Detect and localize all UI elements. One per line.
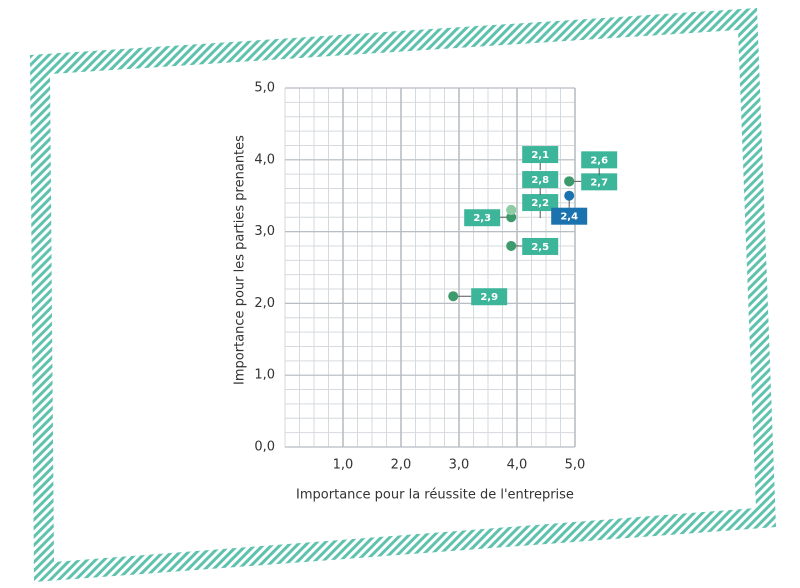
label-box bbox=[522, 146, 559, 164]
x-tick-label: 5,0 bbox=[565, 458, 586, 473]
point-label: 2,1 bbox=[531, 150, 549, 161]
y-tick-label: 0,0 bbox=[254, 440, 275, 455]
label-box bbox=[581, 173, 618, 191]
point bbox=[506, 240, 517, 251]
point-label: 2,7 bbox=[590, 177, 608, 188]
label-box bbox=[522, 237, 559, 255]
y-tick-label: 1,0 bbox=[254, 368, 275, 383]
y-tick-label: 4,0 bbox=[254, 152, 275, 167]
y-axis-title: Importance pour les parties prenantes bbox=[233, 135, 248, 385]
label-box bbox=[581, 151, 618, 169]
point-label: 2,2 bbox=[531, 198, 549, 209]
point bbox=[564, 176, 575, 187]
x-tick-label: 1,0 bbox=[333, 458, 354, 473]
y-tick-label: 2,0 bbox=[254, 296, 275, 311]
x-axis-title: Importance pour la réussite de l'entrepr… bbox=[296, 488, 574, 503]
label-box bbox=[522, 171, 559, 189]
point-label: 2,5 bbox=[531, 242, 549, 253]
x-tick-label: 2,0 bbox=[391, 458, 412, 473]
x-tick-label: 3,0 bbox=[449, 458, 470, 473]
y-tick-label: 3,0 bbox=[254, 224, 275, 239]
label-box bbox=[522, 194, 559, 212]
point-label: 2,9 bbox=[480, 292, 498, 303]
point bbox=[564, 190, 575, 201]
label-box bbox=[551, 207, 588, 225]
frame-inner bbox=[50, 30, 756, 562]
x-tick-label: 4,0 bbox=[507, 458, 528, 473]
point-label: 2,6 bbox=[590, 155, 608, 166]
point-label: 2,4 bbox=[560, 212, 578, 223]
point bbox=[506, 205, 517, 216]
point-label: 2,8 bbox=[531, 175, 549, 186]
y-tick-label: 5,0 bbox=[254, 81, 275, 96]
point-label: 2,3 bbox=[473, 213, 491, 224]
label-box bbox=[464, 209, 501, 227]
point bbox=[506, 212, 517, 223]
label-box bbox=[471, 288, 508, 306]
point bbox=[448, 291, 459, 302]
